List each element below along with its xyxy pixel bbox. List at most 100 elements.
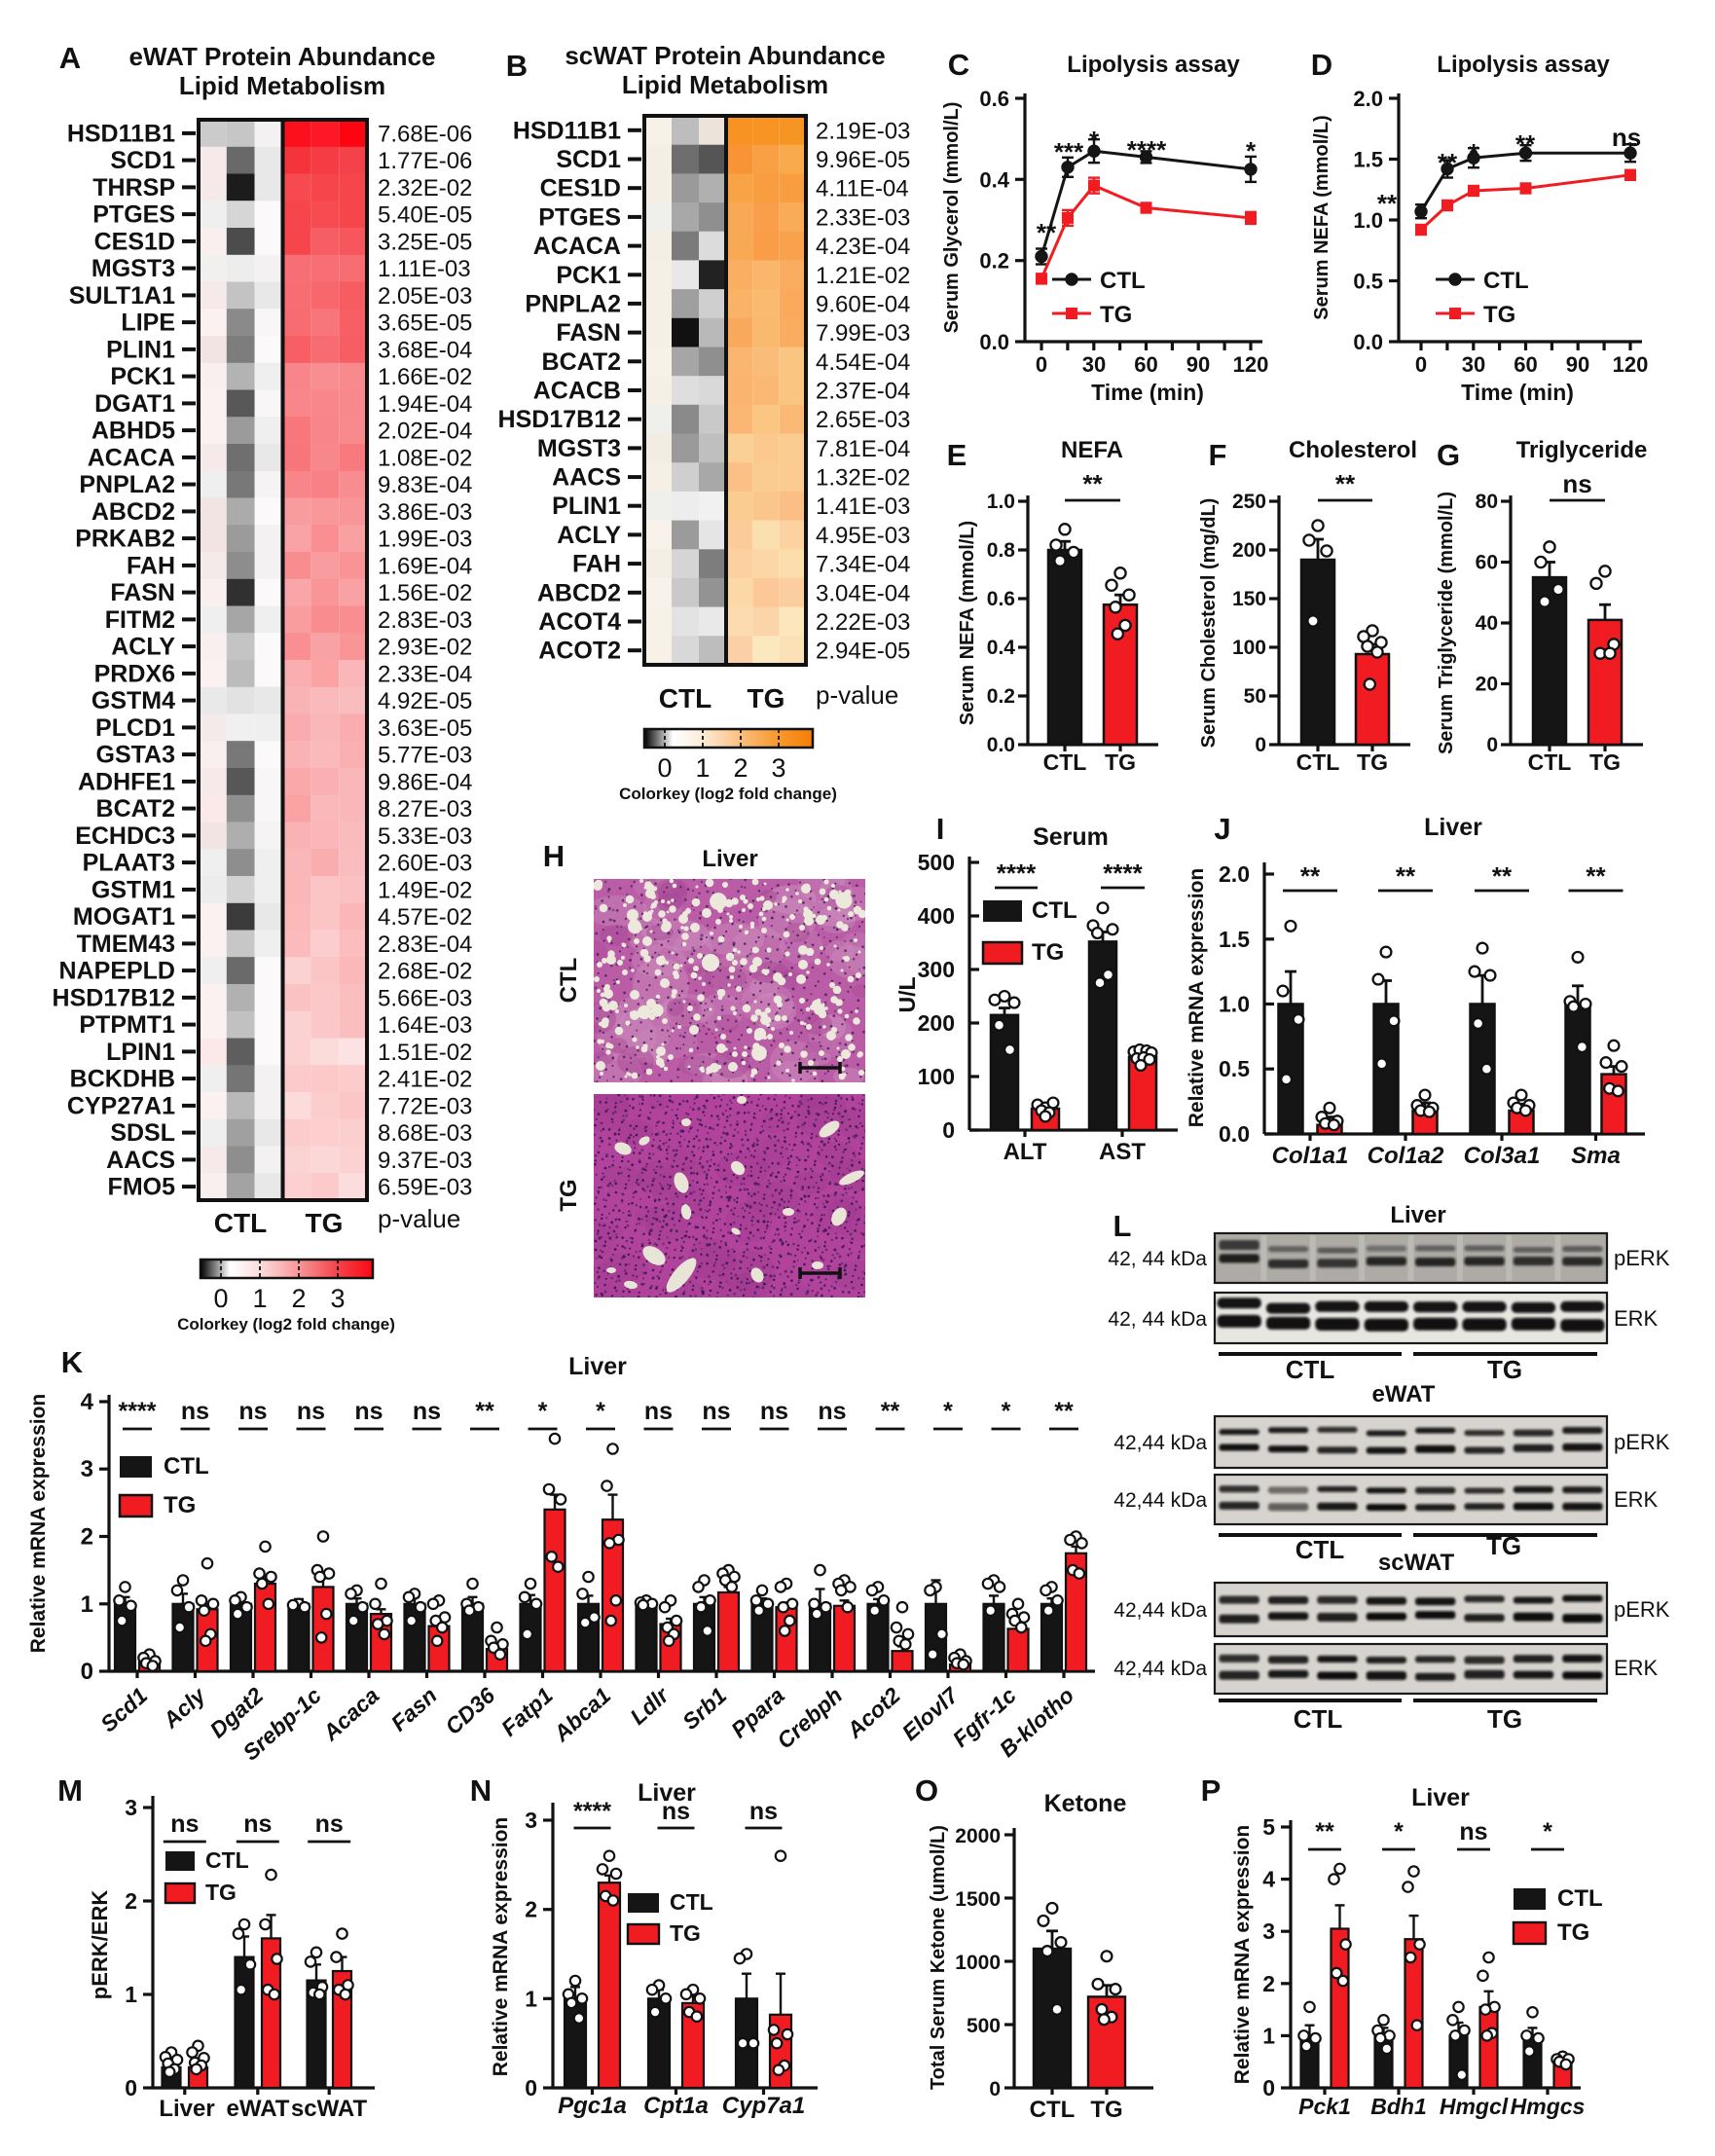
svg-text:CTL: CTL xyxy=(214,1208,267,1238)
svg-text:Serum NEFA (mmol/L): Serum NEFA (mmol/L) xyxy=(957,521,978,725)
svg-text:TG: TG xyxy=(1105,749,1136,775)
svg-text:Relative mRNA expression: Relative mRNA expression xyxy=(27,1394,50,1654)
svg-text:CTL: CTL xyxy=(1294,1704,1343,1734)
svg-text:1000: 1000 xyxy=(955,1952,1001,1974)
svg-text:**: ** xyxy=(1396,861,1416,891)
svg-text:TG: TG xyxy=(306,1208,344,1238)
svg-text:Liver: Liver xyxy=(1411,1784,1470,1811)
svg-text:*: * xyxy=(1543,1818,1552,1845)
svg-text:CTL: CTL xyxy=(1043,749,1087,775)
svg-text:0: 0 xyxy=(942,1117,955,1143)
svg-text:30: 30 xyxy=(1082,352,1106,377)
svg-text:1: 1 xyxy=(125,1982,137,2007)
svg-text:ns: ns xyxy=(170,1810,199,1838)
svg-text:2: 2 xyxy=(291,1284,306,1313)
svg-text:eWAT Protein Abundance: eWAT Protein Abundance xyxy=(129,42,436,71)
svg-text:42, 44 kDa: 42, 44 kDa xyxy=(1108,1248,1207,1270)
svg-text:Lipid Metabolism: Lipid Metabolism xyxy=(622,70,828,99)
svg-text:3: 3 xyxy=(125,1795,137,1820)
svg-text:A: A xyxy=(59,41,81,75)
svg-text:CTL: CTL xyxy=(1528,749,1572,775)
svg-text:Serum Glycerol (mmol/L): Serum Glycerol (mmol/L) xyxy=(941,102,963,334)
svg-text:2.65E-03: 2.65E-03 xyxy=(816,407,910,433)
svg-text:0.8: 0.8 xyxy=(987,539,1016,562)
svg-text:42, 44 kDa: 42, 44 kDa xyxy=(1108,1308,1207,1331)
svg-text:ERK: ERK xyxy=(1614,1306,1659,1331)
svg-text:TG: TG xyxy=(670,1920,701,1946)
svg-text:2: 2 xyxy=(733,753,748,783)
svg-text:1: 1 xyxy=(81,1591,93,1618)
svg-text:NEFA: NEFA xyxy=(1061,437,1123,463)
svg-text:120: 120 xyxy=(1613,352,1649,377)
svg-text:Cpt1a: Cpt1a xyxy=(643,2093,709,2119)
svg-text:**: ** xyxy=(1377,189,1398,218)
svg-text:3.86E-03: 3.86E-03 xyxy=(378,499,472,526)
svg-text:Serum Cholesterol (mg/dL): Serum Cholesterol (mg/dL) xyxy=(1198,498,1220,749)
svg-text:ADHFE1: ADHFE1 xyxy=(78,768,175,795)
svg-text:ns: ns xyxy=(243,1810,272,1838)
svg-text:0: 0 xyxy=(1036,352,1047,377)
svg-text:Liver: Liver xyxy=(568,1353,627,1380)
svg-text:**: ** xyxy=(881,1398,900,1425)
svg-text:Liver: Liver xyxy=(1390,1202,1445,1228)
svg-text:Total Serum Ketone (umol/L): Total Serum Ketone (umol/L) xyxy=(928,1825,949,2090)
svg-text:42,44 kDa: 42,44 kDa xyxy=(1113,1658,1207,1680)
svg-text:2.0: 2.0 xyxy=(1353,87,1383,111)
svg-text:Ketone: Ketone xyxy=(1044,1790,1127,1817)
svg-text:2.68E-02: 2.68E-02 xyxy=(378,959,472,985)
svg-text:CES1D: CES1D xyxy=(94,228,175,255)
svg-text:90: 90 xyxy=(1186,352,1210,377)
svg-text:ACACB: ACACB xyxy=(533,378,621,405)
svg-text:PTPMT1: PTPMT1 xyxy=(79,1011,175,1039)
svg-text:Relative mRNA expression: Relative mRNA expression xyxy=(1231,1825,1254,2085)
svg-text:GSTM1: GSTM1 xyxy=(91,876,175,903)
svg-text:PTGES: PTGES xyxy=(92,201,175,229)
svg-text:2.94E-05: 2.94E-05 xyxy=(816,639,910,665)
svg-text:**: ** xyxy=(1515,129,1536,159)
svg-text:ns: ns xyxy=(702,1398,730,1425)
svg-text:scWAT: scWAT xyxy=(1378,1550,1455,1576)
svg-text:9.83E-04: 9.83E-04 xyxy=(378,472,472,498)
svg-text:ns: ns xyxy=(354,1398,383,1425)
svg-text:****: **** xyxy=(573,1798,611,1825)
svg-text:1: 1 xyxy=(252,1284,267,1313)
svg-text:BCAT2: BCAT2 xyxy=(96,795,175,822)
svg-text:ACOT2: ACOT2 xyxy=(538,638,621,665)
svg-text:TG: TG xyxy=(164,1492,196,1518)
svg-text:7.68E-06: 7.68E-06 xyxy=(378,121,472,147)
svg-text:1.0: 1.0 xyxy=(1219,992,1250,1017)
svg-text:2.02E-04: 2.02E-04 xyxy=(378,419,472,445)
svg-text:eWAT: eWAT xyxy=(227,2096,290,2122)
svg-text:100: 100 xyxy=(1232,637,1266,659)
svg-text:CTL: CTL xyxy=(1295,1535,1345,1564)
svg-text:1.64E-03: 1.64E-03 xyxy=(378,1012,472,1039)
svg-text:CTL: CTL xyxy=(205,1847,249,1873)
svg-text:****: **** xyxy=(1127,135,1167,164)
svg-text:D: D xyxy=(1311,48,1332,82)
svg-text:1.11E-03: 1.11E-03 xyxy=(378,256,471,282)
svg-text:400: 400 xyxy=(918,903,955,929)
svg-text:40: 40 xyxy=(1476,612,1498,635)
svg-text:G: G xyxy=(1437,438,1460,472)
svg-text:**: ** xyxy=(1082,469,1103,498)
svg-text:0.0: 0.0 xyxy=(1353,330,1383,354)
svg-text:PLIN1: PLIN1 xyxy=(552,493,621,520)
svg-text:1.32E-02: 1.32E-02 xyxy=(816,465,910,492)
svg-text:C: C xyxy=(948,48,969,82)
svg-text:TG: TG xyxy=(1090,2097,1122,2123)
svg-text:4: 4 xyxy=(81,1389,94,1415)
svg-text:B: B xyxy=(506,49,528,83)
svg-text:Serum: Serum xyxy=(1033,823,1109,851)
svg-text:J: J xyxy=(1214,812,1230,846)
svg-text:20: 20 xyxy=(1476,674,1498,696)
svg-text:Cyp7a1: Cyp7a1 xyxy=(722,2093,805,2119)
svg-text:1.77E-06: 1.77E-06 xyxy=(378,148,472,174)
svg-text:CYP27A1: CYP27A1 xyxy=(67,1092,175,1119)
svg-text:Bdh1: Bdh1 xyxy=(1370,2094,1427,2119)
svg-text:CTL: CTL xyxy=(1557,1885,1603,1912)
svg-text:HSD11B1: HSD11B1 xyxy=(67,120,175,147)
svg-text:AACS: AACS xyxy=(106,1147,175,1174)
svg-text:ABHD5: ABHD5 xyxy=(91,418,175,445)
svg-text:ns: ns xyxy=(818,1398,846,1425)
svg-text:1: 1 xyxy=(525,1986,537,2011)
